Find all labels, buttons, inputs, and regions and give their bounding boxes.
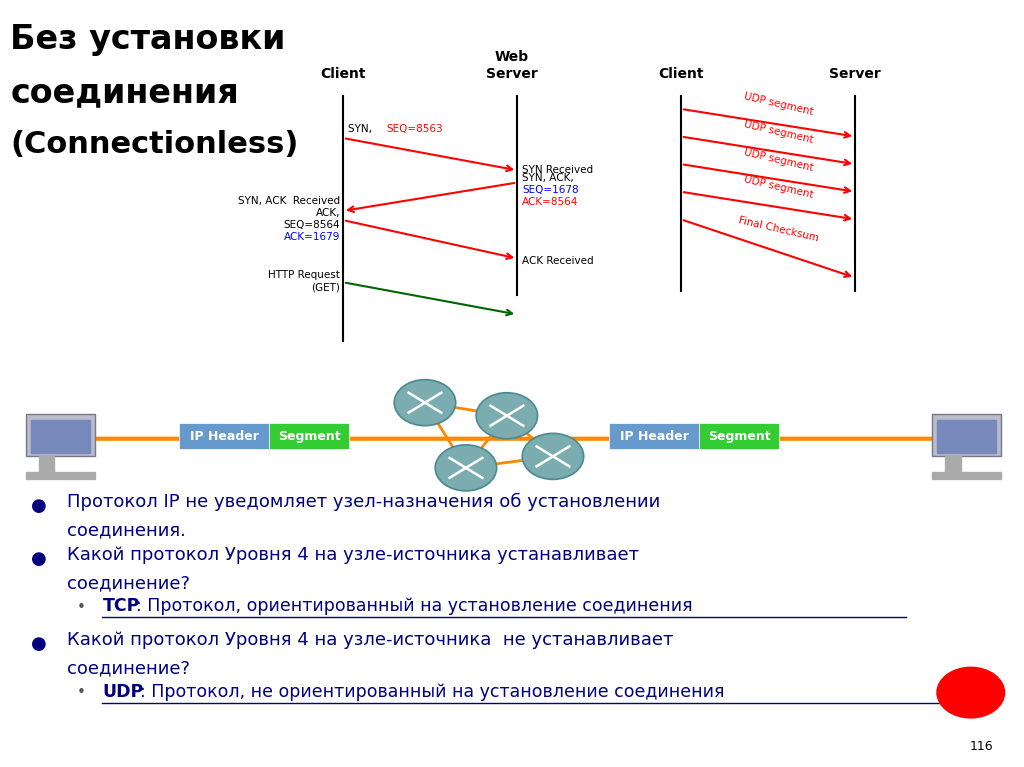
Text: соединения: соединения (10, 77, 239, 110)
Text: ●: ● (31, 635, 46, 653)
Bar (26, 414, 95, 456)
Text: SEQ=1678: SEQ=1678 (522, 185, 579, 195)
Bar (937, 420, 996, 453)
Text: Какой протокол Уровня 4 на узле-источника  не устанавливает: Какой протокол Уровня 4 на узле-источник… (67, 631, 673, 649)
Text: ●: ● (31, 550, 46, 568)
Circle shape (522, 433, 584, 479)
Text: IP Header: IP Header (189, 430, 259, 443)
Bar (699, 423, 779, 449)
Text: UDP segment: UDP segment (742, 175, 814, 200)
Text: Без установки: Без установки (10, 23, 286, 56)
Text: Segment: Segment (708, 430, 771, 443)
Text: (Connectionless): (Connectionless) (10, 130, 299, 160)
Text: ●: ● (31, 497, 46, 515)
Text: : Протокол, не ориентированный на установление соединения: : Протокол, не ориентированный на устано… (140, 683, 725, 700)
Text: UDP: UDP (102, 683, 143, 700)
Text: Server: Server (829, 67, 881, 81)
Circle shape (394, 380, 456, 426)
Text: Протокол IP не уведомляет узел-назначения об установлении: Протокол IP не уведомляет узел-назначени… (67, 493, 659, 512)
Text: Final Checksum: Final Checksum (737, 215, 819, 243)
Circle shape (435, 445, 497, 491)
Text: Какой протокол Уровня 4 на узле-источника устанавливает: Какой протокол Уровня 4 на узле-источник… (67, 546, 639, 564)
Text: UDP segment: UDP segment (742, 147, 814, 173)
Text: соединения.: соединения. (67, 522, 185, 539)
Text: 116: 116 (970, 740, 993, 753)
Text: SYN, ACK,: SYN, ACK, (522, 173, 574, 183)
Bar (932, 414, 1001, 456)
Text: TCP: TCP (102, 597, 139, 615)
Text: •: • (77, 600, 86, 615)
Text: UDP segment: UDP segment (742, 120, 814, 145)
Circle shape (937, 667, 1005, 718)
Text: IP Header: IP Header (620, 430, 689, 443)
Bar (945, 456, 961, 472)
Text: соединение?: соединение? (67, 574, 189, 592)
Text: Client: Client (658, 67, 703, 81)
Text: SYN,: SYN, (348, 124, 376, 134)
Text: ACK,: ACK, (315, 208, 340, 218)
Text: соединение?: соединение? (67, 660, 189, 677)
Bar (932, 472, 1001, 479)
Text: : Протокол, ориентированный на установление соединения: : Протокол, ориентированный на установле… (136, 597, 693, 615)
Text: SEQ=8564: SEQ=8564 (284, 220, 340, 230)
Bar (269, 423, 349, 449)
Text: ACK=8564: ACK=8564 (522, 197, 579, 207)
Text: SEQ=8563: SEQ=8563 (386, 124, 442, 134)
Bar (26, 472, 95, 479)
Text: HTTP Request: HTTP Request (268, 270, 340, 280)
Text: ACK Received: ACK Received (522, 255, 594, 266)
Bar (39, 456, 54, 472)
Text: ACK=1679: ACK=1679 (284, 232, 340, 242)
Text: •: • (77, 685, 86, 700)
Text: SYN, ACK  Received: SYN, ACK Received (238, 196, 340, 206)
Text: Web
Server: Web Server (486, 51, 538, 81)
Text: Segment: Segment (278, 430, 341, 443)
Circle shape (476, 393, 538, 439)
Bar (179, 423, 269, 449)
Text: UDP segment: UDP segment (742, 92, 814, 117)
Bar (609, 423, 699, 449)
Text: SYN Received: SYN Received (522, 165, 593, 176)
Text: Client: Client (321, 67, 366, 81)
Text: (GET): (GET) (311, 282, 340, 292)
Bar (31, 420, 90, 453)
